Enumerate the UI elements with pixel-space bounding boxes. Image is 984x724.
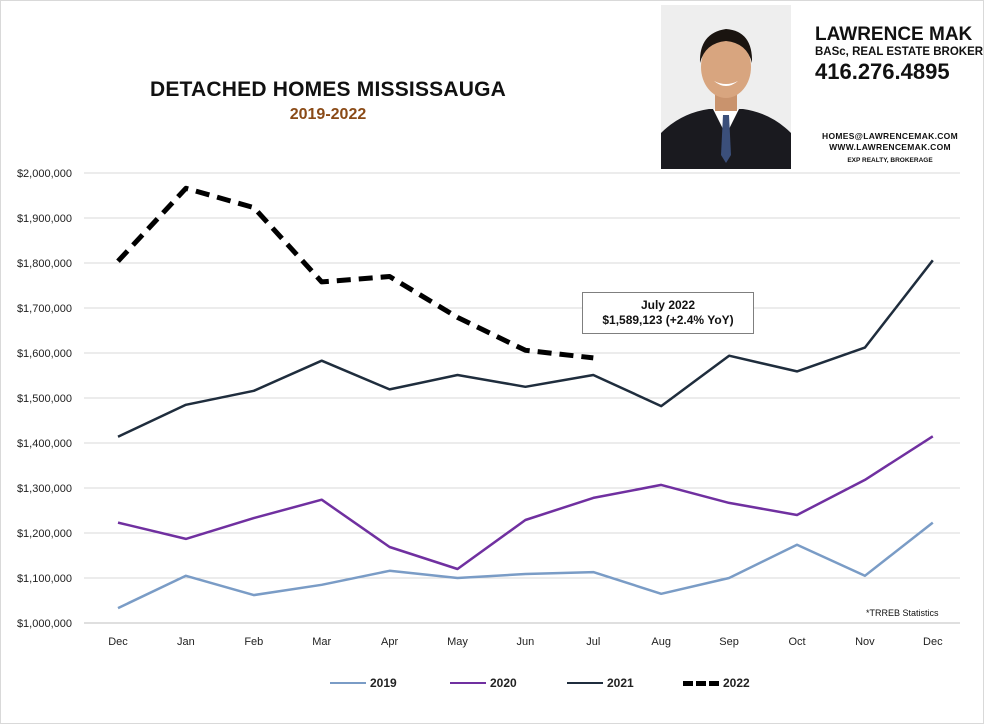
y-tick-label: $2,000,000	[17, 168, 72, 180]
x-tick-label: Apr	[381, 636, 398, 648]
legend-swatch	[450, 682, 486, 684]
legend-label: 2020	[490, 676, 517, 690]
y-tick-label: $1,100,000	[17, 573, 72, 585]
chart-title: DETACHED HOMES MISSISSAUGA	[149, 78, 506, 101]
y-tick-label: $1,200,000	[17, 528, 72, 540]
y-tick-label: $1,400,000	[17, 438, 72, 450]
july-2022-callout: July 2022 $1,589,123 (+2.4% YoY)	[582, 292, 754, 334]
y-tick-label: $1,500,000	[17, 393, 72, 405]
legend-label: 2022	[723, 676, 750, 690]
series-line-2022	[116, 185, 594, 361]
legend-label: 2019	[370, 676, 397, 690]
x-tick-label: Mar	[312, 636, 331, 648]
series-lines	[116, 185, 934, 610]
agent-name: LAWRENCE MAK	[815, 24, 973, 45]
series-line-2019	[117, 521, 934, 610]
y-tick-label: $1,300,000	[17, 483, 72, 495]
series-line-2020	[117, 435, 934, 571]
legend-swatch	[567, 682, 603, 684]
y-tick-label: $1,000,000	[17, 618, 72, 630]
legend-label: 2021	[607, 676, 634, 690]
callout-value: $1,589,123 (+2.4% YoY)	[602, 313, 734, 327]
x-tick-label: Jan	[177, 636, 195, 648]
agent-photo	[661, 5, 791, 169]
x-tick-label: Dec	[923, 636, 943, 648]
agent-email: HOMES@LAWRENCEMAK.COM	[822, 131, 958, 141]
legend-swatch	[683, 681, 719, 686]
x-tick-label: Aug	[651, 636, 671, 648]
y-tick-label: $1,800,000	[17, 258, 72, 270]
x-tick-label: Jul	[586, 636, 600, 648]
source-footnote: *TRREB Statistics	[866, 608, 939, 618]
agent-brokerage: EXP REALTY, BROKERAGE	[847, 157, 933, 164]
x-tick-label: Nov	[855, 636, 875, 648]
x-tick-label: Jun	[517, 636, 535, 648]
legend-swatch	[330, 682, 366, 684]
agent-website: WWW.LAWRENCEMAK.COM	[829, 142, 951, 152]
y-tick-label: $1,600,000	[17, 348, 72, 360]
x-axis-ticks: Dec Jan Feb Mar Apr May Jun Jul Aug Sep Oct Nov Dec	[108, 636, 943, 648]
y-tick-label: $1,900,000	[17, 213, 72, 225]
agent-phone: 416.276.4895	[815, 59, 950, 84]
chart-subtitle: 2019-2022	[289, 106, 367, 123]
x-tick-label: Oct	[788, 636, 805, 648]
x-tick-label: Sep	[719, 636, 739, 648]
gridlines	[84, 172, 960, 624]
legend: 2019 2020 2021 2022	[0, 676, 984, 692]
y-tick-label: $1,700,000	[17, 303, 72, 315]
y-axis-ticks: $1,000,000 $1,100,000 $1,200,000 $1,300,000…	[17, 168, 72, 630]
callout-title: July 2022	[640, 298, 696, 312]
x-tick-label: Feb	[244, 636, 263, 648]
x-tick-label: May	[447, 636, 468, 648]
agent-role: BASc, REAL ESTATE BROKER	[815, 46, 984, 58]
x-tick-label: Dec	[108, 636, 128, 648]
